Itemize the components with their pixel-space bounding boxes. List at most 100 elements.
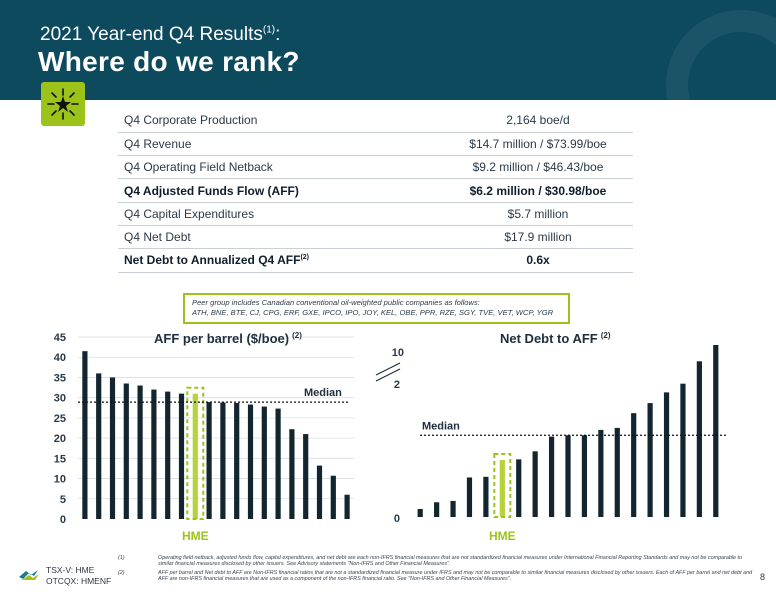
row-value: 2,164 boe/d xyxy=(443,109,633,133)
bar xyxy=(466,477,473,517)
row-label: Q4 Corporate Production xyxy=(118,109,443,133)
bar xyxy=(137,385,143,519)
bar xyxy=(344,494,350,519)
bar xyxy=(220,402,226,519)
title-line1: 2021 Year-end Q4 Results(1): xyxy=(40,24,281,45)
bar-hme xyxy=(499,460,505,517)
row-value: $5.7 million xyxy=(443,202,633,226)
bar xyxy=(483,476,489,517)
row-value: $14.7 million / $73.99/boe xyxy=(443,132,633,157)
bar xyxy=(532,451,538,517)
y-tick-label: 10 xyxy=(54,474,66,486)
bar xyxy=(82,351,88,519)
y-tick-label: 0 xyxy=(394,513,400,525)
row-value: $9.2 million / $46.43/boe xyxy=(443,155,633,180)
table-row: Q4 Adjusted Funds Flow (AFF) $6.2 million… xyxy=(118,178,633,203)
bar xyxy=(234,402,240,519)
bar xyxy=(434,502,440,517)
bar-hme xyxy=(192,393,198,519)
ticker-block: TSX-V: HME OTCQX: HMENF xyxy=(46,565,111,587)
y-tick-label: 0 xyxy=(60,514,66,526)
header-banner: 2021 Year-end Q4 Results(1): Where do we… xyxy=(0,0,776,100)
table-row: Q4 Capital Expenditures $5.7 million xyxy=(118,202,633,226)
bar xyxy=(614,427,620,517)
peer-note-line1: Peer group includes Canadian conventiona… xyxy=(192,298,480,307)
hme-label: HME xyxy=(182,529,209,543)
bar xyxy=(289,429,295,519)
bar xyxy=(581,435,588,517)
hme-label: HME xyxy=(489,529,516,543)
row-label: Q4 Revenue xyxy=(118,132,443,157)
bar xyxy=(565,435,571,517)
peer-note-line2: ATH, BNE, BTE, CJ, CPG, ERF, GXE, IPCO, … xyxy=(192,308,554,317)
y-tick-label: 30 xyxy=(54,393,66,405)
row-label: Q4 Net Debt xyxy=(118,225,443,250)
chart-title: Net Debt to AFF (2) xyxy=(500,331,611,346)
bar xyxy=(247,404,254,519)
footnote-1: (1) Operating field netback, adjusted fu… xyxy=(118,555,743,568)
y-tick-label: 15 xyxy=(54,453,66,465)
bar xyxy=(178,393,185,519)
bar xyxy=(261,406,267,519)
axis-break-mark xyxy=(375,368,401,382)
y-tick-label: 2 xyxy=(394,379,400,391)
bar xyxy=(680,383,686,517)
bar xyxy=(647,403,653,517)
table-row: Net Debt to Annualized Q4 AFF(2) 0.6x xyxy=(118,248,633,273)
row-label: Net Debt to Annualized Q4 AFF(2) xyxy=(118,248,443,273)
y-tick-label: 40 xyxy=(54,352,66,364)
y-tick-label: 20 xyxy=(54,433,66,445)
bar xyxy=(330,475,336,519)
row-label: Q4 Capital Expenditures xyxy=(118,202,443,226)
bar xyxy=(303,434,309,519)
hme-highlight-box xyxy=(493,453,512,518)
y-tick-label: 25 xyxy=(54,413,66,425)
bar xyxy=(598,429,604,517)
table-row: Q4 Revenue $14.7 million / $73.99/boe xyxy=(118,132,633,157)
bar xyxy=(123,383,129,519)
page-title: Where do we rank? xyxy=(38,46,300,77)
star-burst-icon xyxy=(41,82,85,126)
bar xyxy=(631,413,637,517)
y-tick-label: 10 xyxy=(392,347,404,359)
row-label: Q4 Operating Field Netback xyxy=(118,155,443,180)
row-value: $17.9 million xyxy=(443,225,633,250)
page-number: 8 xyxy=(760,572,766,582)
chart-title: AFF per barrel ($/boe) (2) xyxy=(154,331,302,346)
hme-highlight-box xyxy=(186,386,205,521)
bar xyxy=(548,436,555,517)
footnotes: (1) Operating field netback, adjusted fu… xyxy=(118,555,753,583)
bar xyxy=(316,465,323,519)
table-row: Q4 Net Debt $17.9 million xyxy=(118,225,633,250)
y-tick-label: 45 xyxy=(54,332,66,344)
bar xyxy=(151,389,157,519)
table-row: Q4 Corporate Production 2,164 boe/d xyxy=(118,109,633,133)
bar xyxy=(206,402,212,519)
table-row: Q4 Operating Field Netback $9.2 million /… xyxy=(118,155,633,180)
bar xyxy=(275,408,281,519)
axis-break-mark xyxy=(375,362,401,376)
bar xyxy=(96,373,102,519)
peer-group-note: Peer group includes Canadian conventiona… xyxy=(183,293,570,324)
company-logo-icon xyxy=(19,570,39,580)
bar xyxy=(516,459,522,517)
bar xyxy=(696,361,702,517)
bar xyxy=(417,508,423,517)
bar xyxy=(713,345,719,517)
row-value: $6.2 million / $30.98/boe xyxy=(443,178,633,203)
y-tick-label: 5 xyxy=(60,494,66,506)
ticker-tsxv: TSX-V: HME xyxy=(46,565,95,575)
row-label: Q4 Adjusted Funds Flow (AFF) xyxy=(118,178,443,203)
bar xyxy=(165,391,171,519)
ticker-otcqx: OTCQX: HMENF xyxy=(46,576,112,586)
footnote-2: (2) AFF per barrel and Net debt to AFF a… xyxy=(118,569,753,583)
row-value: 0.6x xyxy=(443,248,633,273)
y-tick-label: 35 xyxy=(54,372,66,384)
bar xyxy=(109,377,116,519)
results-table: Q4 Corporate Production 2,164 boe/d Q4 Rev… xyxy=(118,109,633,273)
bar xyxy=(663,392,670,517)
median-label: Median xyxy=(422,420,460,432)
median-label: Median xyxy=(304,387,342,399)
